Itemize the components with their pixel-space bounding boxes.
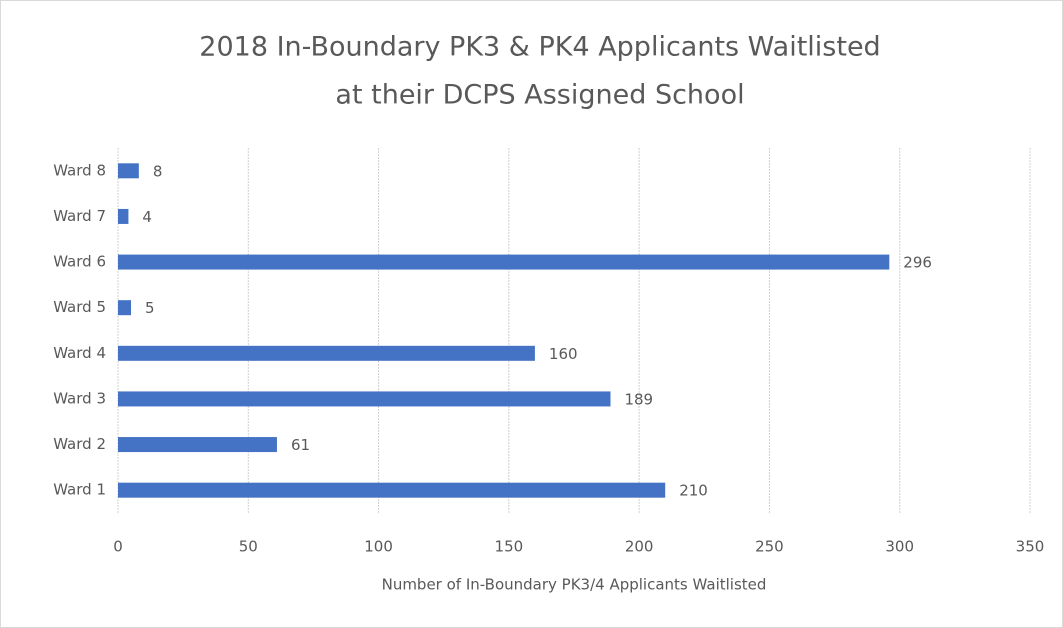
data-label: 210 [679,482,708,500]
bar [118,163,139,179]
x-tick-label: 100 [364,538,393,556]
bar [118,345,535,361]
y-tick-label: Ward 8 [53,161,106,179]
y-tick-label: Ward 2 [53,435,106,453]
x-axis-label: Number of In-Boundary PK3/4 Applicants W… [382,576,767,594]
x-tick-label: 250 [755,538,784,556]
bar [118,254,890,270]
x-tick-label: 50 [239,538,258,556]
y-tick-label: Ward 7 [53,207,106,225]
x-tick-label: 150 [495,538,524,556]
chart-title: 2018 In-Boundary PK3 & PK4 Applicants Wa… [199,32,880,63]
y-tick-label: Ward 3 [53,389,106,407]
x-tick-label: 0 [113,538,123,556]
data-label: 160 [549,345,578,363]
bar [118,437,277,453]
x-tick-label: 350 [1016,538,1045,556]
bar [118,391,611,407]
chart-title: at their DCPS Assigned School [335,80,744,111]
data-label: 189 [624,390,653,408]
x-tick-label: 300 [885,538,914,556]
bar [118,208,129,224]
bar [118,300,132,316]
data-label: 61 [291,436,310,454]
data-label: 4 [142,208,152,226]
data-label: 8 [153,162,163,180]
y-tick-label: Ward 4 [53,344,106,362]
data-label: 296 [903,254,932,272]
y-tick-label: Ward 1 [53,481,106,499]
bar [118,482,666,498]
y-tick-label: Ward 5 [53,298,106,316]
x-tick-label: 200 [625,538,654,556]
data-label: 5 [145,299,155,317]
y-tick-label: Ward 6 [53,253,106,271]
